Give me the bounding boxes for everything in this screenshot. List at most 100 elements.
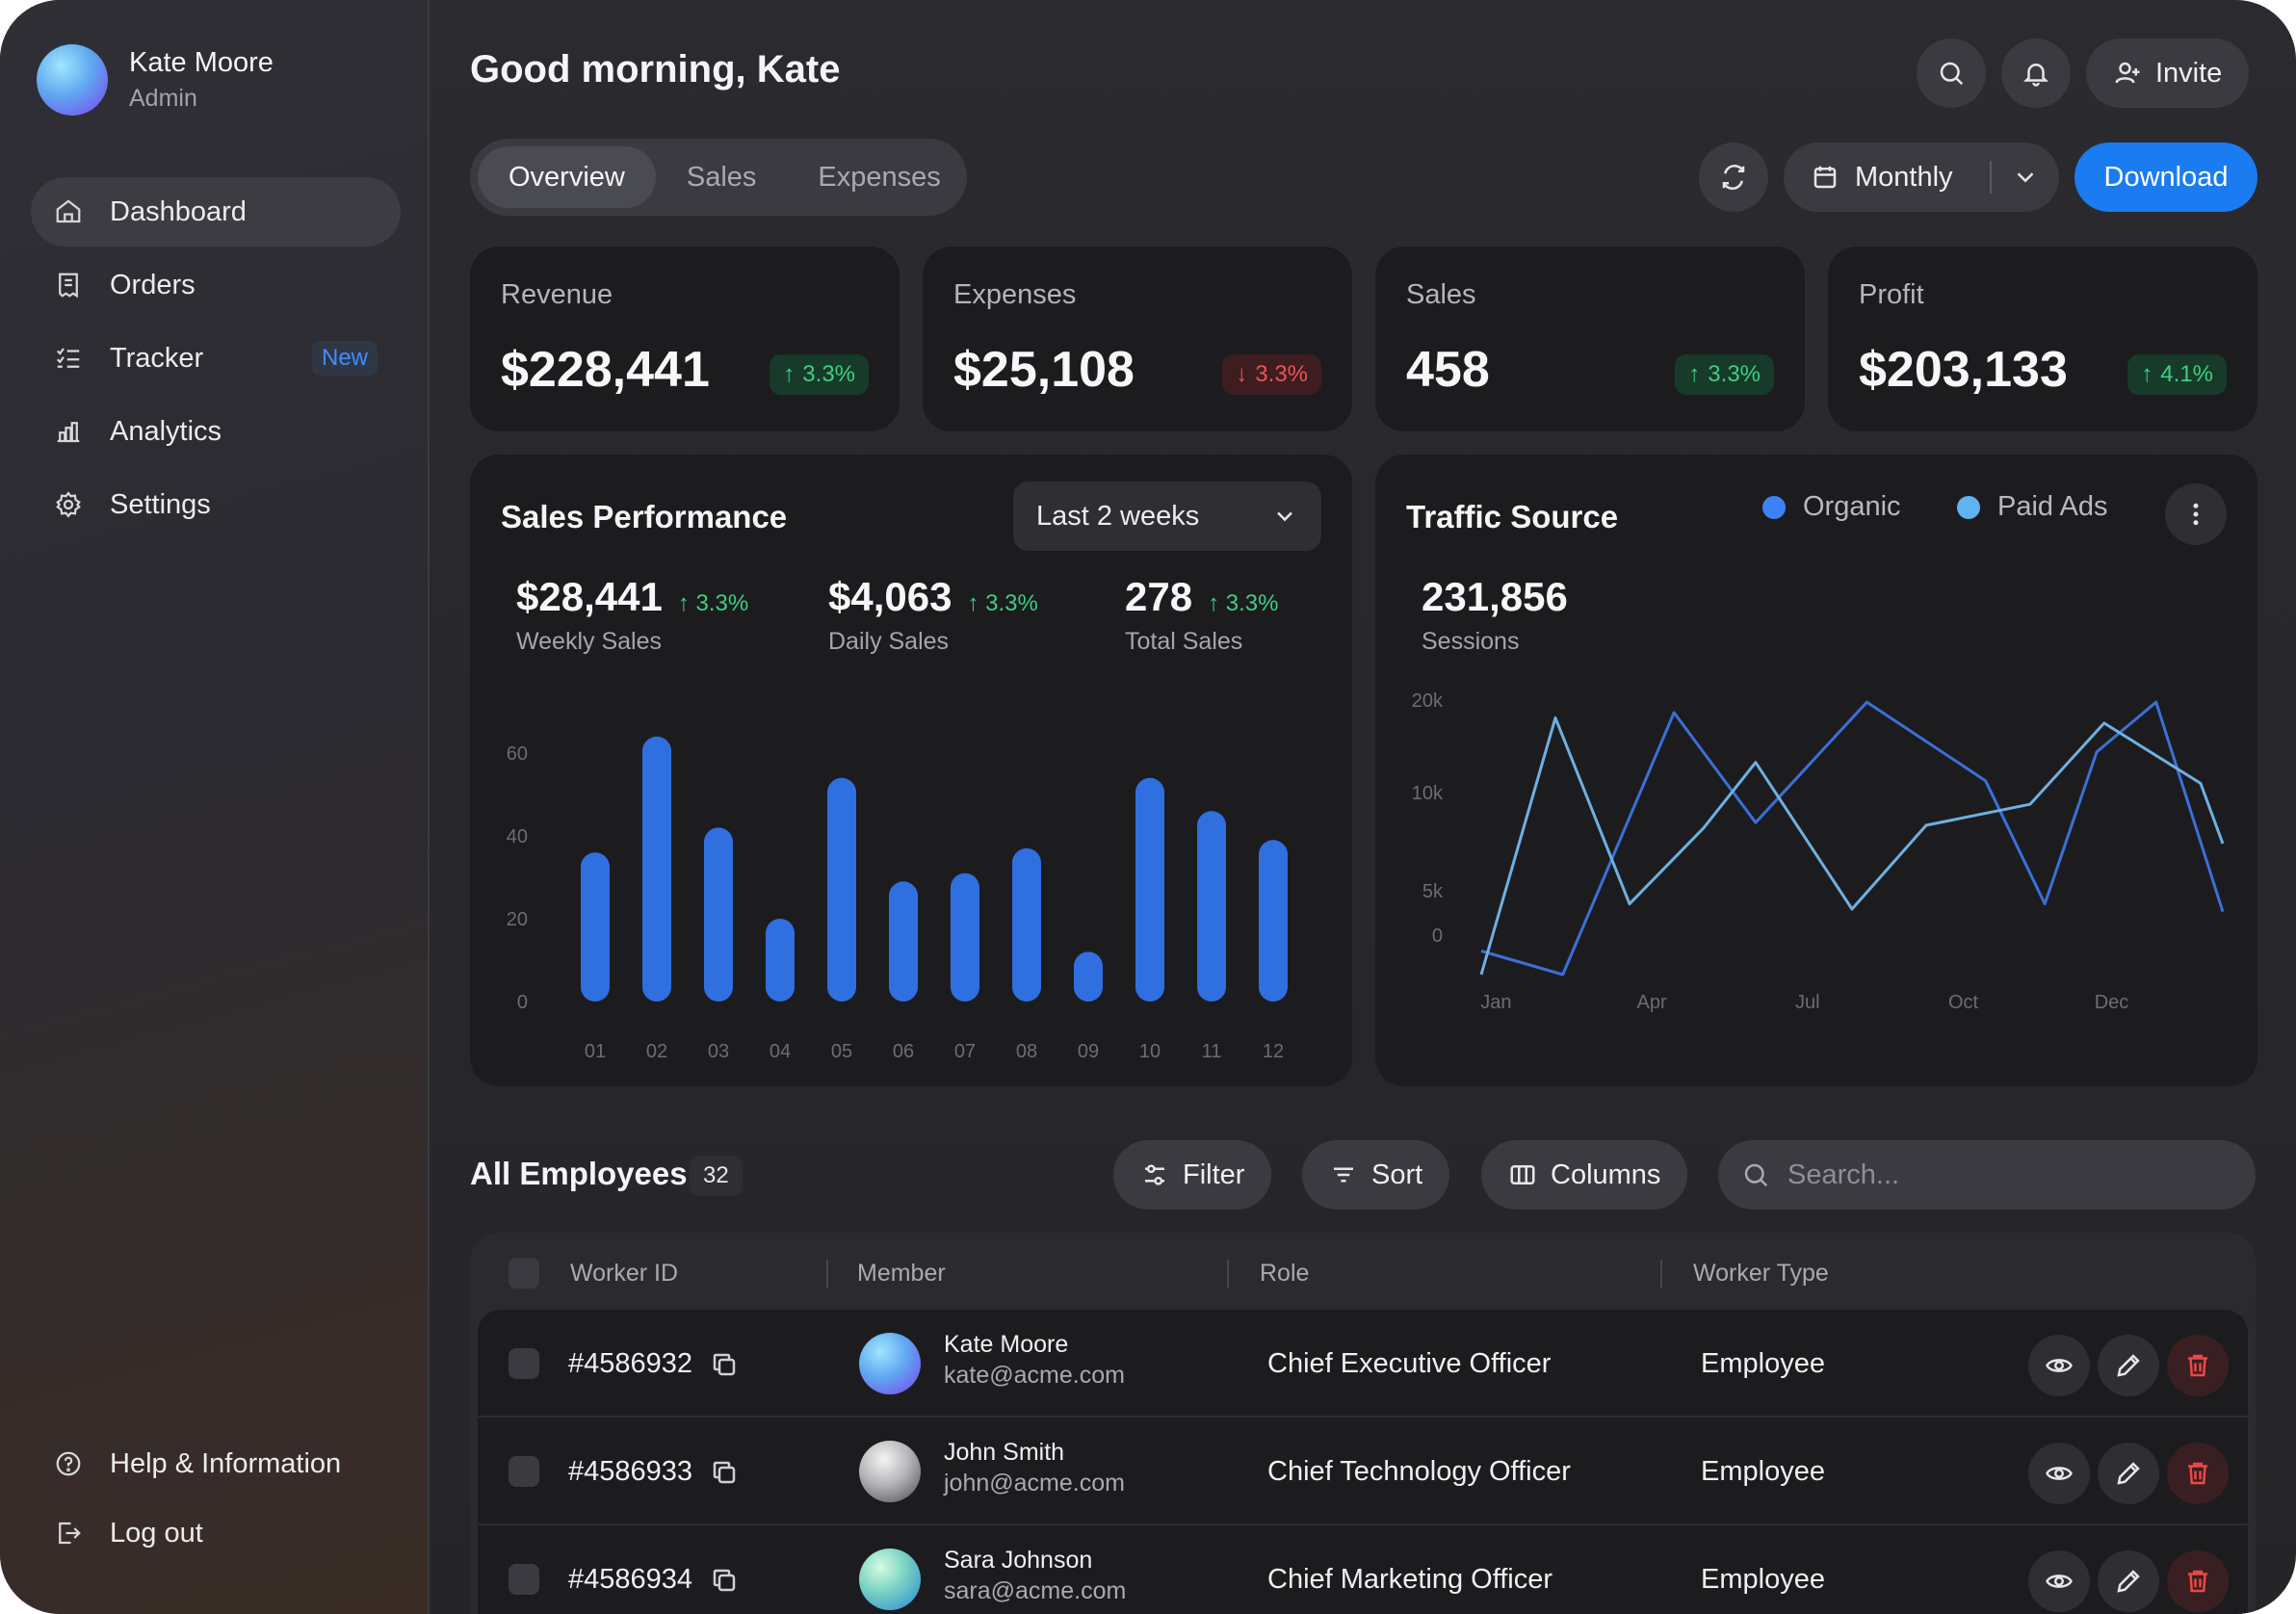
table-row[interactable]: #4586934 Sara Johnson sara@acme.com Chie… <box>478 1525 2248 1614</box>
row-checkbox[interactable] <box>509 1348 539 1379</box>
pencil-icon <box>2117 1570 2140 1593</box>
column-divider <box>1660 1260 1662 1289</box>
eye-icon <box>2046 1575 2073 1588</box>
sidebar-item-help[interactable]: Help & Information <box>31 1429 401 1498</box>
row-checkbox[interactable] <box>509 1564 539 1595</box>
refresh-button[interactable] <box>1699 143 1768 212</box>
column-divider <box>826 1260 828 1289</box>
table-row[interactable]: #4586932 Kate Moore kate@acme.com Chief … <box>478 1310 2248 1418</box>
range-select[interactable]: Last 2 weeks <box>1013 482 1321 551</box>
stat-daily-sales: $4,063 ↑ 3.3% Daily Sales <box>828 574 1038 656</box>
y-tick-label: 20 <box>507 909 528 930</box>
series-line[interactable] <box>1480 700 2225 976</box>
filter-label: Filter <box>1183 1158 1245 1190</box>
range-label: Last 2 weeks <box>1036 500 1200 532</box>
x-tick-label: 06 <box>893 1041 914 1062</box>
sidebar-item-logout[interactable]: Log out <box>31 1498 401 1568</box>
column-header-member[interactable]: Member <box>857 1260 946 1287</box>
bar[interactable] <box>581 852 610 1002</box>
column-header-worker-type[interactable]: Worker Type <box>1693 1260 1829 1287</box>
bar[interactable] <box>1259 840 1288 1002</box>
avatar <box>859 1333 921 1394</box>
legend-dot <box>1957 495 1980 519</box>
bar[interactable] <box>951 872 979 1002</box>
divider <box>1990 161 1992 194</box>
bar[interactable] <box>704 827 733 1002</box>
sidebar-item-analytics[interactable]: Analytics <box>31 397 401 466</box>
sidebar-item-tracker[interactable]: Tracker New <box>31 324 401 393</box>
delete-button[interactable] <box>2167 1335 2229 1396</box>
bar[interactable] <box>889 881 918 1002</box>
page-title: Good morning, Kate <box>470 48 841 91</box>
user-profile[interactable]: Kate Moore Admin <box>37 44 274 116</box>
select-all-checkbox[interactable] <box>509 1258 539 1289</box>
sidebar-item-label: Analytics <box>110 415 222 447</box>
view-button[interactable] <box>2028 1443 2090 1504</box>
table-row[interactable]: #4586933 John Smith john@acme.com Chief … <box>478 1418 2248 1525</box>
bar[interactable] <box>766 919 795 1002</box>
kpi-delta-badge: ↑ 4.1% <box>2127 354 2227 395</box>
columns-label: Columns <box>1551 1158 1661 1190</box>
series-line[interactable] <box>1479 716 2225 976</box>
sidebar-item-settings[interactable]: Settings <box>31 470 401 539</box>
bar[interactable] <box>1135 777 1164 1002</box>
bar[interactable] <box>1012 847 1041 1002</box>
x-tick-label: 03 <box>708 1041 729 1062</box>
kpi-delta: 3.3% <box>1708 361 1761 387</box>
user-name: Kate Moore <box>129 47 274 78</box>
search-button[interactable] <box>1917 39 1986 108</box>
invite-button[interactable]: Invite <box>2086 39 2250 108</box>
avatar <box>859 1441 921 1502</box>
member-role: Chief Executive Officer <box>1267 1348 1552 1379</box>
chevron-down-icon[interactable] <box>2011 163 2040 192</box>
download-button[interactable]: Download <box>2074 143 2257 212</box>
view-button[interactable] <box>2028 1550 2090 1612</box>
bar[interactable] <box>1074 951 1103 1002</box>
kpi-value: 458 <box>1406 342 1490 398</box>
copy-icon[interactable] <box>710 1350 739 1379</box>
copy-icon[interactable] <box>710 1458 739 1487</box>
worker-id: #4586932 <box>568 1348 693 1379</box>
bar[interactable] <box>827 777 856 1002</box>
tab-overview[interactable]: Overview <box>478 146 656 208</box>
tab-sales[interactable]: Sales <box>686 161 757 193</box>
kpi-delta: 4.1% <box>2160 361 2213 387</box>
stat-weekly-sales: $28,441 ↑ 3.3% Weekly Sales <box>516 574 748 656</box>
edit-button[interactable] <box>2098 1335 2159 1396</box>
kpi-label: Expenses <box>953 279 1077 310</box>
column-header-worker-id[interactable]: Worker ID <box>570 1260 679 1287</box>
filter-button[interactable]: Filter <box>1113 1140 1272 1210</box>
notifications-button[interactable] <box>2001 39 2071 108</box>
arrow-up-icon: ↑ <box>2141 361 2153 387</box>
sidebar-item-dashboard[interactable]: Dashboard <box>31 177 401 247</box>
stat-label: Total Sales <box>1125 628 1243 655</box>
copy-icon[interactable] <box>710 1566 739 1595</box>
columns-button[interactable]: Columns <box>1481 1140 1688 1210</box>
edit-button[interactable] <box>2098 1443 2159 1504</box>
member-name: Kate Moore <box>944 1331 1069 1358</box>
bar[interactable] <box>642 736 671 1002</box>
x-tick-label: 07 <box>954 1041 976 1062</box>
bar[interactable] <box>1197 811 1226 1002</box>
row-checkbox[interactable] <box>509 1456 539 1487</box>
stat-value: 278 <box>1125 574 1193 619</box>
trash-icon <box>2188 1462 2207 1485</box>
view-button[interactable] <box>2028 1335 2090 1396</box>
more-options-button[interactable] <box>2165 483 2227 545</box>
sort-button[interactable]: Sort <box>1302 1140 1450 1210</box>
logout-icon <box>59 1522 81 1545</box>
delete-button[interactable] <box>2167 1443 2229 1504</box>
search-input[interactable]: Search... <box>1718 1140 2256 1210</box>
y-tick-label: 5k <box>1422 881 1444 902</box>
y-tick-label: 0 <box>517 992 528 1013</box>
tab-expenses[interactable]: Expenses <box>818 161 941 193</box>
edit-button[interactable] <box>2098 1550 2159 1612</box>
member-role: Chief Marketing Officer <box>1267 1564 1553 1595</box>
employee-count-badge: 32 <box>690 1156 743 1196</box>
column-header-role[interactable]: Role <box>1260 1260 1310 1287</box>
sidebar-item-orders[interactable]: Orders <box>31 250 401 320</box>
period-select[interactable]: Monthly <box>1784 143 2059 212</box>
worker-id: #4586934 <box>568 1564 693 1595</box>
delete-button[interactable] <box>2167 1550 2229 1612</box>
bell-icon <box>2022 64 2049 87</box>
